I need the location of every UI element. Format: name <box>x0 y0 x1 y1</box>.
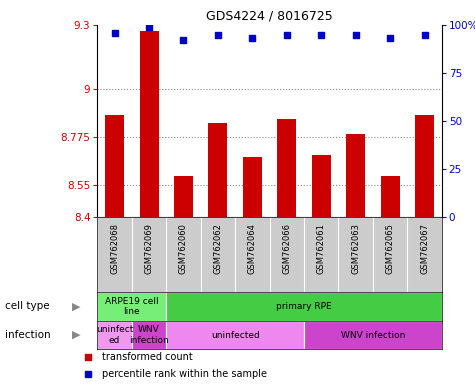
Bar <box>380 176 399 217</box>
Point <box>421 31 428 38</box>
Bar <box>97 321 132 349</box>
Bar <box>415 114 434 217</box>
Text: uninfect
ed: uninfect ed <box>96 325 133 345</box>
Bar <box>97 292 166 321</box>
Title: GDS4224 / 8016725: GDS4224 / 8016725 <box>206 9 333 22</box>
Bar <box>140 31 159 217</box>
Text: ▶: ▶ <box>72 330 80 340</box>
Bar <box>105 114 124 217</box>
Bar <box>312 155 331 217</box>
Point <box>145 24 153 30</box>
Point <box>317 31 325 38</box>
Bar <box>304 321 442 349</box>
Text: cell type: cell type <box>5 301 49 311</box>
Text: GSM762061: GSM762061 <box>317 223 326 274</box>
Bar <box>243 157 262 217</box>
Point <box>352 31 360 38</box>
Text: GSM762060: GSM762060 <box>179 223 188 274</box>
Text: GSM762062: GSM762062 <box>213 223 222 274</box>
Text: infection: infection <box>5 330 50 340</box>
Text: GSM762067: GSM762067 <box>420 223 429 274</box>
Bar <box>277 119 296 217</box>
Text: ARPE19 cell
line: ARPE19 cell line <box>105 296 159 316</box>
Point <box>111 30 118 36</box>
Bar <box>166 321 304 349</box>
Text: ▶: ▶ <box>72 301 80 311</box>
Point <box>214 31 222 38</box>
Bar <box>209 123 228 217</box>
Bar <box>132 321 166 349</box>
Bar <box>174 176 193 217</box>
Text: WNV
infection: WNV infection <box>129 325 169 345</box>
Bar <box>346 134 365 217</box>
Text: percentile rank within the sample: percentile rank within the sample <box>102 369 267 379</box>
Text: transformed count: transformed count <box>102 352 193 362</box>
Text: GSM762068: GSM762068 <box>110 223 119 274</box>
Point <box>248 35 256 41</box>
Text: GSM762064: GSM762064 <box>248 223 257 274</box>
Point <box>180 37 187 43</box>
Text: primary RPE: primary RPE <box>276 302 332 311</box>
Point <box>283 31 291 38</box>
Text: GSM762069: GSM762069 <box>144 223 153 274</box>
Text: GSM762065: GSM762065 <box>386 223 395 274</box>
Text: GSM762066: GSM762066 <box>282 223 291 274</box>
Text: GSM762063: GSM762063 <box>351 223 360 274</box>
Point <box>386 35 394 41</box>
Text: WNV infection: WNV infection <box>341 331 405 339</box>
Text: uninfected: uninfected <box>211 331 259 339</box>
Bar <box>166 292 442 321</box>
